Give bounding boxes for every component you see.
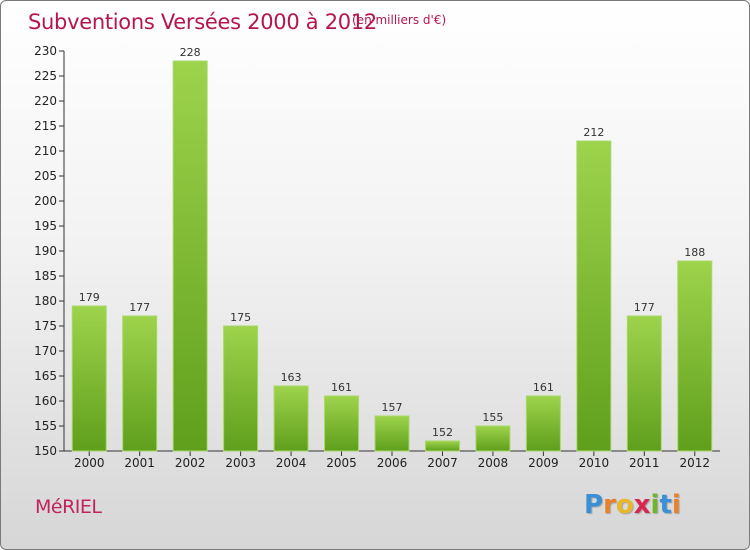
value-label: 228 xyxy=(180,46,201,59)
x-tick-label: 2007 xyxy=(427,456,458,470)
value-label: 161 xyxy=(331,381,352,394)
x-tick-label: 2006 xyxy=(377,456,408,470)
bar-2007 xyxy=(424,440,460,452)
y-tick-label: 180 xyxy=(34,294,57,308)
x-tick-label: 2001 xyxy=(124,456,155,470)
value-label: 177 xyxy=(129,301,150,314)
y-tick-label: 215 xyxy=(34,119,57,133)
y-tick-label: 155 xyxy=(34,419,57,433)
bar-2001 xyxy=(122,315,158,452)
bar-2002 xyxy=(172,60,208,452)
logo-letter: i xyxy=(671,490,681,520)
value-label: 157 xyxy=(382,401,403,414)
logo-letter: r xyxy=(603,490,616,520)
y-tick-label: 205 xyxy=(34,169,57,183)
bar-2008 xyxy=(475,425,511,452)
x-tick-label: 2010 xyxy=(579,456,610,470)
chart-bars xyxy=(71,60,713,452)
x-tick-label: 2011 xyxy=(629,456,660,470)
value-label: 188 xyxy=(684,246,705,259)
proxiti-logo[interactable]: Proxiti xyxy=(584,490,681,520)
value-label: 152 xyxy=(432,426,453,439)
bar-2000 xyxy=(71,305,107,452)
logo-letter: P xyxy=(584,490,604,520)
y-tick-label: 185 xyxy=(34,269,57,283)
logo-letter: o xyxy=(615,490,634,520)
x-tick-label: 2012 xyxy=(679,456,710,470)
y-tick-label: 230 xyxy=(34,44,57,58)
y-tick-label: 195 xyxy=(34,219,57,233)
bar-2005 xyxy=(324,395,360,452)
bar-2010 xyxy=(576,140,612,452)
chart-title: Subventions Versées 2000 à 2012 xyxy=(28,10,377,34)
logo-letter: i xyxy=(650,490,660,520)
bar-2012 xyxy=(677,260,713,452)
logo-letter: t xyxy=(659,490,672,520)
y-tick-label: 210 xyxy=(34,144,57,158)
x-tick-label: 2000 xyxy=(74,456,105,470)
bar-2006 xyxy=(374,415,410,452)
x-tick-label: 2009 xyxy=(528,456,559,470)
value-label: 155 xyxy=(482,411,503,424)
bar-2004 xyxy=(273,385,309,452)
y-tick-label: 150 xyxy=(34,444,57,458)
y-tick-label: 200 xyxy=(34,194,57,208)
y-tick-label: 160 xyxy=(34,394,57,408)
x-tick-label: 2008 xyxy=(478,456,509,470)
y-tick-label: 220 xyxy=(34,94,57,108)
value-label: 161 xyxy=(533,381,554,394)
value-label: 179 xyxy=(79,291,100,304)
commune-name: MéRIEL xyxy=(35,496,102,518)
x-tick-label: 2004 xyxy=(276,456,307,470)
value-label: 163 xyxy=(281,371,302,384)
x-tick-label: 2002 xyxy=(175,456,206,470)
x-tick-label: 2003 xyxy=(225,456,256,470)
chart-axes: 150 155 160 165 170 175 180 185 190 195 200 205 210 2… xyxy=(34,44,720,458)
value-label: 177 xyxy=(634,301,655,314)
y-tick-label: 190 xyxy=(34,244,57,258)
value-label: 212 xyxy=(583,126,604,139)
x-tick-label: 2005 xyxy=(326,456,357,470)
bar-2009 xyxy=(525,395,561,452)
y-tick-label: 175 xyxy=(34,319,57,333)
logo-letter: x xyxy=(633,490,651,520)
value-label: 175 xyxy=(230,311,251,324)
y-tick-label: 225 xyxy=(34,69,57,83)
y-tick-label: 170 xyxy=(34,344,57,358)
bar-2011 xyxy=(626,315,662,452)
chart-subtitle: (en milliers d'€) xyxy=(352,13,447,27)
bar-2003 xyxy=(223,325,259,452)
chart-labels: 179 2000 177 2001 228 2002 175 2003 163 2004 161 20… xyxy=(74,46,710,470)
y-tick-label: 165 xyxy=(34,369,57,383)
